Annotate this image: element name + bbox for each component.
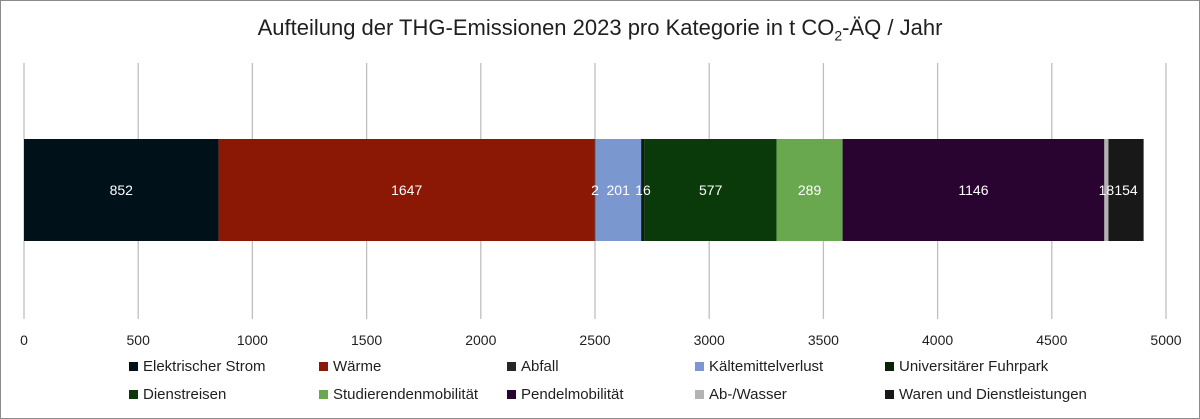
legend-label: Ab-/Wasser xyxy=(709,385,787,403)
data-label: 1647 xyxy=(391,182,422,198)
x-tick-label: 4000 xyxy=(922,332,953,348)
legend: Elektrischer Strom Wärme Abfall Kältemittel… xyxy=(129,357,1189,403)
legend-item: Pendelmobilität xyxy=(507,385,695,403)
data-label: 154 xyxy=(1114,182,1138,198)
x-tick-label: 3500 xyxy=(808,332,839,348)
bar-segment xyxy=(776,139,843,241)
x-tick-label: 1500 xyxy=(351,332,382,348)
data-label: 18 xyxy=(1099,182,1115,198)
legend-label: Abfall xyxy=(521,357,559,375)
legend-item: Elektrischer Strom xyxy=(129,357,319,375)
legend-swatch xyxy=(885,361,894,371)
bar-segment xyxy=(1104,139,1109,241)
title-tail: -ÄQ / Jahr xyxy=(842,15,943,40)
title-main: Aufteilung der THG-Emissionen 2023 pro K… xyxy=(257,15,835,40)
legend-item: Studierendenmobilität xyxy=(319,385,507,403)
legend-swatch xyxy=(885,389,894,399)
data-label: 577 xyxy=(699,182,723,198)
chart-title: Aufteilung der THG-Emissionen 2023 pro K… xyxy=(1,15,1199,43)
legend-label: Waren und Dienstleistungen xyxy=(899,385,1087,403)
data-label: 201 xyxy=(607,182,631,198)
legend-label: Pendelmobilität xyxy=(521,385,624,403)
bar-segment xyxy=(595,139,642,241)
data-label: 1146 xyxy=(958,182,988,198)
legend-swatch xyxy=(129,389,138,399)
legend-swatch xyxy=(507,361,516,371)
legend-item: Wärme xyxy=(319,357,507,375)
legend-item: Waren und Dienstleistungen xyxy=(885,385,1115,403)
x-tick-label: 500 xyxy=(127,332,151,348)
x-tick-label: 3000 xyxy=(694,332,725,348)
legend-item: Dienstreisen xyxy=(129,385,319,403)
legend-label: Kältemittelverlust xyxy=(709,357,824,375)
x-tick-label: 5000 xyxy=(1150,332,1181,348)
bar-segment xyxy=(1108,139,1144,241)
bar-segment xyxy=(644,139,777,241)
legend-swatch xyxy=(319,361,328,371)
legend-item: Ab-/Wasser xyxy=(695,385,885,403)
legend-label: Studierendenmobilität xyxy=(333,385,479,403)
title-subscript: 2 xyxy=(834,27,843,44)
legend-label: Elektrischer Strom xyxy=(143,357,266,375)
legend-label: Universitärer Fuhrpark xyxy=(899,357,1049,375)
x-tick-label: 1000 xyxy=(237,332,268,348)
x-tick-label: 0 xyxy=(20,332,28,348)
bar-segment xyxy=(842,139,1105,241)
legend-swatch xyxy=(129,361,138,371)
legend-swatch xyxy=(695,361,704,371)
data-label: 852 xyxy=(110,182,134,198)
legend-swatch xyxy=(507,389,516,399)
x-tick-label: 4500 xyxy=(1036,332,1067,348)
legend-swatch xyxy=(319,389,328,399)
legend-label: Wärme xyxy=(333,357,382,375)
legend-item: Universitärer Fuhrpark xyxy=(885,357,1115,375)
x-tick-label: 2000 xyxy=(465,332,496,348)
bar-segment xyxy=(218,139,595,241)
data-label: 2 xyxy=(591,182,599,198)
data-label: 289 xyxy=(798,182,822,198)
legend-label: Dienstreisen xyxy=(143,385,227,403)
legend-item: Kältemittelverlust xyxy=(695,357,885,375)
bar-segment xyxy=(24,139,219,241)
data-label: 16 xyxy=(635,182,651,198)
bar-segment xyxy=(594,139,596,241)
legend-item: Abfall xyxy=(507,357,695,375)
legend-swatch xyxy=(695,389,704,399)
bar-segment xyxy=(641,139,645,241)
x-tick-label: 2500 xyxy=(579,332,610,348)
